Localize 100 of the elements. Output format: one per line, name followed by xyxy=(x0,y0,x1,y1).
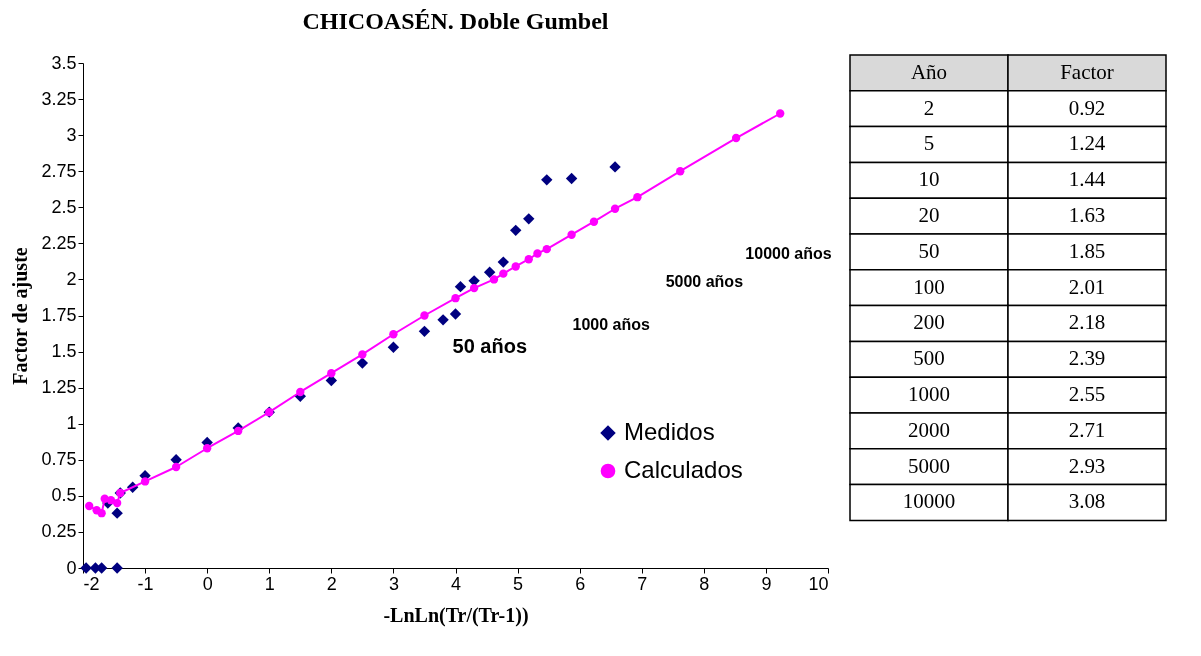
point xyxy=(523,213,535,225)
point xyxy=(97,509,106,518)
point xyxy=(633,193,642,202)
x-tick-label: 7 xyxy=(637,573,648,594)
point xyxy=(451,294,460,303)
y-tick-label: 2 xyxy=(66,268,77,289)
annotation: 50 años xyxy=(452,334,528,357)
point xyxy=(676,167,685,176)
point xyxy=(327,369,336,378)
point xyxy=(234,426,243,436)
point xyxy=(111,562,123,574)
point xyxy=(437,314,449,326)
point xyxy=(356,357,369,369)
x-tick-label: -1 xyxy=(137,573,154,594)
category-label: 500 xyxy=(913,346,945,371)
point xyxy=(112,498,122,508)
point xyxy=(489,275,499,284)
category-label: 5000 xyxy=(908,453,950,478)
y-tick-label: 1.25 xyxy=(41,377,77,398)
point xyxy=(497,256,510,268)
y-tick-label: 3 xyxy=(66,124,77,145)
annotation: 5000 años xyxy=(665,273,744,291)
y-tick-label: 3.5 xyxy=(51,52,77,73)
x-tick-label: 2 xyxy=(326,573,337,594)
legend-label: Calculados xyxy=(624,456,743,483)
point xyxy=(776,109,785,118)
point xyxy=(387,341,400,353)
point xyxy=(202,444,212,453)
x-tick-label: 1 xyxy=(264,573,275,594)
category-label: 5 xyxy=(923,131,935,156)
y-tick-label: 0.75 xyxy=(41,449,77,470)
point xyxy=(499,269,508,278)
chart-title: CHICOASÉN. Doble Gumbel xyxy=(302,8,609,34)
data-label: 1.63 xyxy=(1068,203,1106,228)
point xyxy=(85,501,94,511)
category-label: 20 xyxy=(918,203,940,228)
x-tick-label: 4 xyxy=(450,573,462,594)
point xyxy=(567,230,576,239)
x-axis-title: -LnLn(Tr/(Tr-1)) xyxy=(383,603,529,627)
x-tick-label: 6 xyxy=(575,573,586,594)
y-tick-label: 3.25 xyxy=(41,88,77,109)
point xyxy=(111,507,123,519)
x-tick-label: 8 xyxy=(699,573,710,594)
y-tick-label: 2.25 xyxy=(41,232,77,253)
x-tick-label: 5 xyxy=(513,573,524,594)
y-tick-label: 0.25 xyxy=(41,521,77,542)
x-tick-label: 9 xyxy=(761,573,772,594)
y-tick-label: 1 xyxy=(66,413,77,434)
data-label: 0.92 xyxy=(1068,95,1106,120)
y-tick-label: 2.5 xyxy=(51,196,77,217)
data-label: 1.85 xyxy=(1068,238,1106,263)
y-tick-label: 0.5 xyxy=(51,485,77,506)
data-label: 2.39 xyxy=(1068,346,1106,371)
point xyxy=(454,280,467,293)
category-label: 10 xyxy=(918,167,940,192)
category-label: 1000 xyxy=(908,382,950,407)
point xyxy=(610,204,620,213)
x-tick-label: 10 xyxy=(808,573,829,594)
point xyxy=(171,462,181,472)
point xyxy=(420,311,429,320)
x-tick-label: 3 xyxy=(388,573,399,594)
data-label: 2.18 xyxy=(1068,310,1106,335)
point xyxy=(565,172,578,185)
point xyxy=(510,224,522,237)
point xyxy=(533,249,542,258)
data-label: 2.71 xyxy=(1068,417,1106,442)
point xyxy=(140,477,150,486)
y-tick-label: 0 xyxy=(66,557,77,578)
point xyxy=(80,562,92,574)
data-label: 2.93 xyxy=(1068,453,1106,478)
point xyxy=(589,217,599,226)
data-label: 2.01 xyxy=(1068,274,1106,299)
point xyxy=(296,387,305,397)
category-label: 2 xyxy=(923,95,935,120)
point xyxy=(418,325,431,338)
y-tick-label: 1.75 xyxy=(41,305,77,325)
point xyxy=(524,255,533,264)
annotation: 1000 años xyxy=(572,316,650,334)
category-label: 100 xyxy=(913,274,945,299)
x-tick-label: 0 xyxy=(202,573,213,594)
category-label: 10000 xyxy=(902,489,956,514)
y-tick-label: 2.75 xyxy=(41,160,77,181)
point xyxy=(609,161,621,173)
x-tick-label: -2 xyxy=(83,573,100,594)
point xyxy=(449,308,462,320)
point xyxy=(469,283,479,293)
point xyxy=(358,350,367,359)
data-label: 2.55 xyxy=(1068,382,1106,407)
y-tick-label: 1.5 xyxy=(51,341,77,362)
point xyxy=(731,133,741,143)
point xyxy=(511,262,520,271)
annotation: 10000 años xyxy=(745,244,832,262)
y-axis-title: Factor de ajuste xyxy=(9,247,33,385)
data-label: 3.08 xyxy=(1068,489,1106,514)
text: Año xyxy=(910,59,948,84)
data-label: 1.24 xyxy=(1068,131,1106,156)
category-label: 50 xyxy=(918,238,940,263)
point xyxy=(483,266,496,278)
data-label: 1.44 xyxy=(1068,167,1106,192)
text: Factor xyxy=(1060,59,1114,84)
